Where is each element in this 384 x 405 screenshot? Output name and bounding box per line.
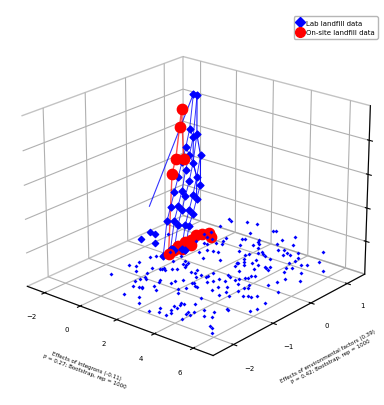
Y-axis label: Effects of environmental factors (0.39)
P = 0.42; Bootstrap, rep = 1000: Effects of environmental factors (0.39) … [280,328,379,388]
X-axis label: Effects of integrons (-0.11)
P = 0.27; Bootstrap, rep = 1000: Effects of integrons (-0.11) P = 0.27; B… [42,347,129,389]
Legend: Lab landfill data, On-site landfill data: Lab landfill data, On-site landfill data [294,17,378,40]
